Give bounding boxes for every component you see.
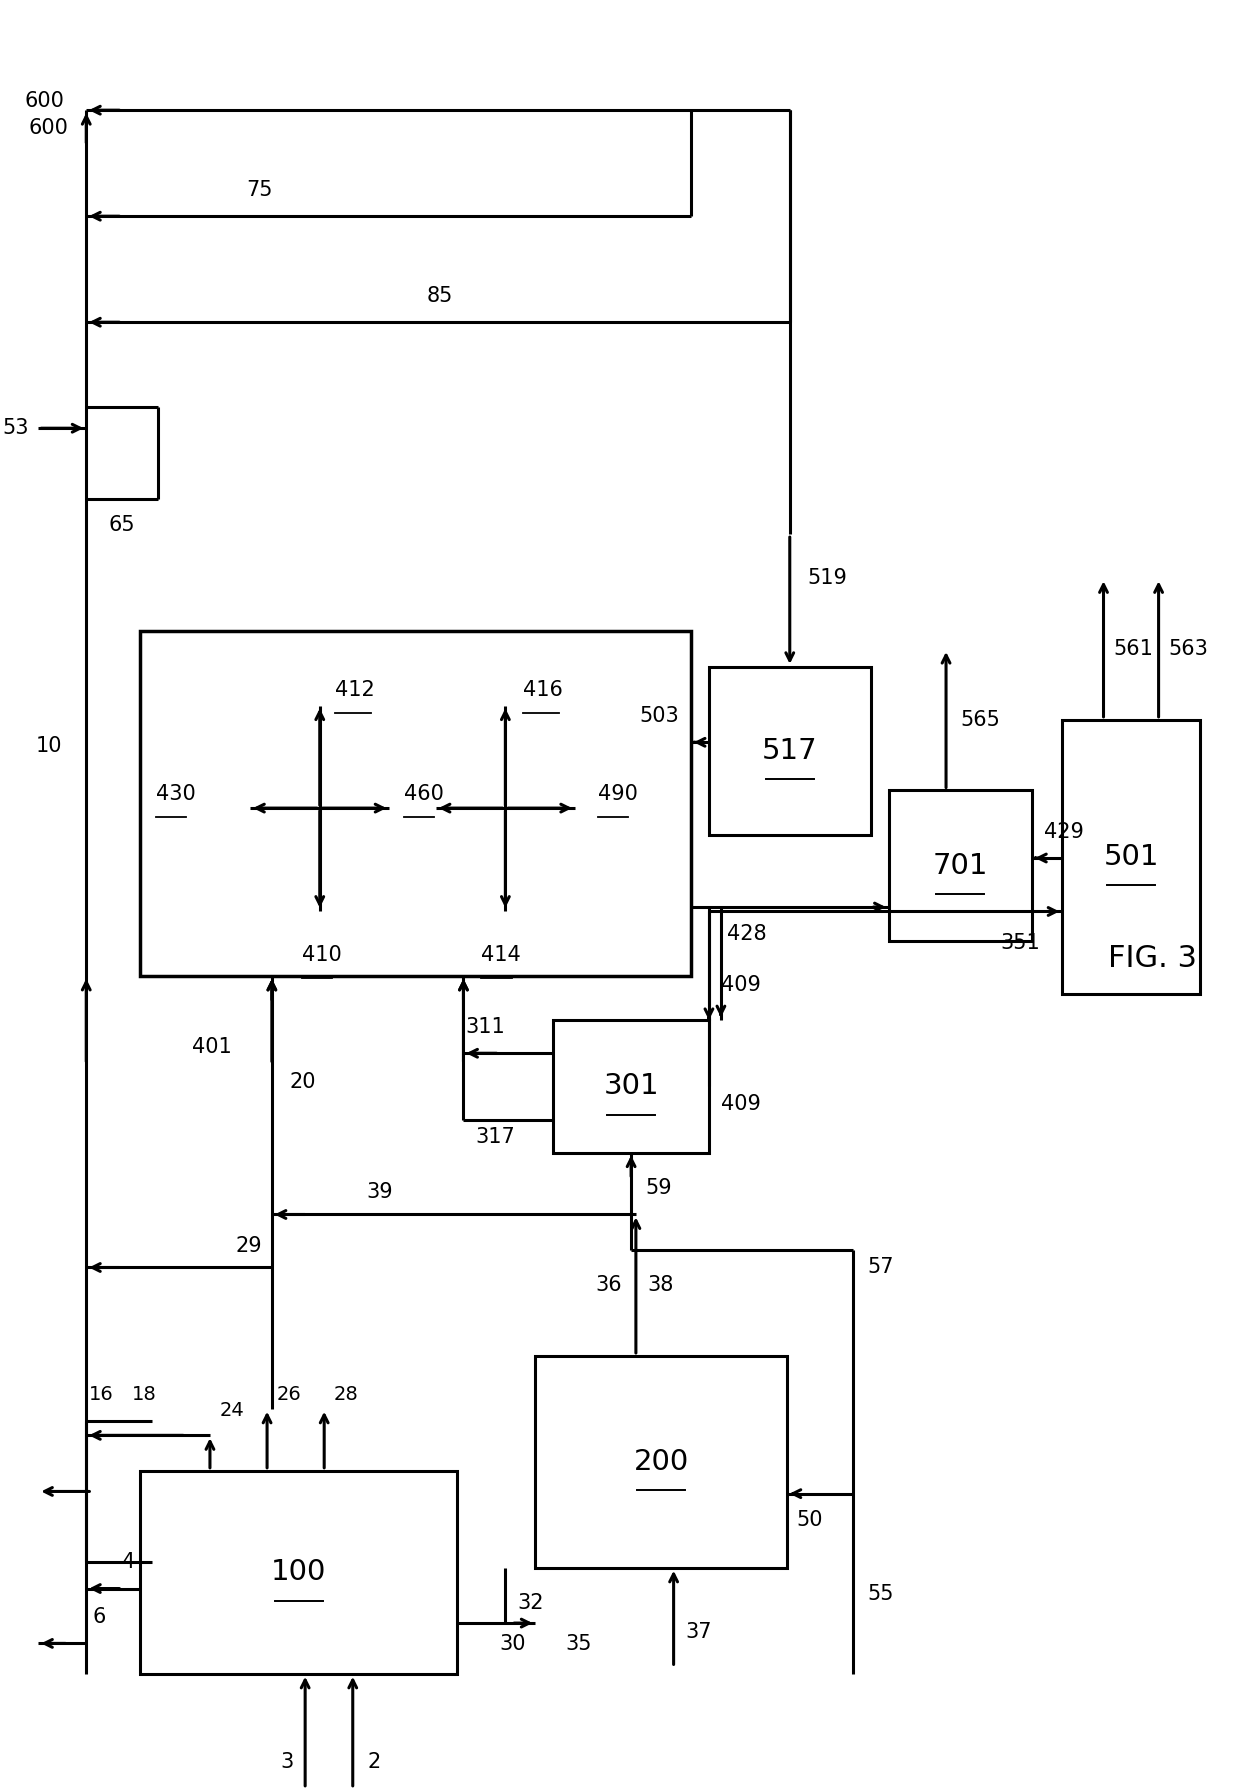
- Text: 409: 409: [720, 975, 761, 995]
- Text: 490: 490: [598, 784, 637, 803]
- Text: 301: 301: [604, 1072, 658, 1100]
- Text: 517: 517: [761, 737, 817, 764]
- Text: 28: 28: [334, 1385, 358, 1404]
- Text: 351: 351: [1001, 934, 1040, 954]
- Text: 35: 35: [565, 1635, 591, 1655]
- Text: 39: 39: [366, 1181, 393, 1202]
- Text: FIG. 3: FIG. 3: [1107, 945, 1197, 973]
- Text: 32: 32: [517, 1594, 544, 1614]
- Bar: [1063, 719, 1200, 993]
- Text: 410: 410: [301, 945, 341, 964]
- Text: 460: 460: [403, 784, 444, 803]
- Text: 565: 565: [961, 710, 1001, 730]
- Text: 401: 401: [192, 1036, 232, 1057]
- Bar: [709, 667, 870, 835]
- Text: 10: 10: [36, 737, 62, 757]
- Text: 503: 503: [640, 707, 680, 726]
- Text: 75: 75: [247, 179, 273, 200]
- Bar: [553, 1020, 709, 1152]
- Text: 600: 600: [29, 118, 68, 138]
- Text: 563: 563: [1168, 639, 1208, 658]
- Text: 55: 55: [867, 1585, 894, 1605]
- Text: 412: 412: [335, 680, 374, 699]
- Text: 416: 416: [523, 680, 563, 699]
- Text: 414: 414: [481, 945, 521, 964]
- Text: 85: 85: [427, 286, 453, 306]
- Bar: [536, 1356, 786, 1567]
- Text: 57: 57: [867, 1258, 894, 1277]
- Text: 519: 519: [807, 569, 848, 589]
- Text: 26: 26: [277, 1385, 301, 1404]
- Bar: [889, 791, 1032, 941]
- Text: 6: 6: [92, 1607, 105, 1626]
- Text: 29: 29: [236, 1236, 263, 1256]
- Text: 3: 3: [280, 1751, 293, 1773]
- Text: 561: 561: [1114, 639, 1153, 658]
- Text: 2: 2: [367, 1751, 381, 1773]
- Text: 317: 317: [475, 1127, 515, 1147]
- Text: 65: 65: [109, 515, 135, 535]
- Text: 24: 24: [219, 1401, 244, 1420]
- Text: 701: 701: [932, 852, 988, 880]
- Text: 429: 429: [1044, 821, 1084, 841]
- Text: 59: 59: [646, 1177, 672, 1199]
- Text: 100: 100: [272, 1558, 326, 1587]
- Text: 4: 4: [123, 1553, 135, 1573]
- Bar: [140, 632, 691, 977]
- Text: 53: 53: [2, 419, 29, 438]
- Text: 38: 38: [647, 1276, 675, 1295]
- Text: 200: 200: [634, 1447, 688, 1476]
- Text: 50: 50: [796, 1510, 823, 1530]
- Text: 600: 600: [25, 91, 64, 111]
- Text: 311: 311: [466, 1016, 506, 1038]
- Text: 20: 20: [290, 1072, 316, 1091]
- Text: 409: 409: [720, 1095, 761, 1115]
- Bar: [140, 1471, 458, 1675]
- Text: 37: 37: [686, 1623, 712, 1642]
- Text: 16: 16: [88, 1385, 113, 1404]
- Text: 36: 36: [595, 1276, 621, 1295]
- Text: 430: 430: [156, 784, 196, 803]
- Text: 428: 428: [727, 923, 766, 943]
- Text: 30: 30: [500, 1635, 526, 1655]
- Text: 501: 501: [1104, 843, 1159, 871]
- Text: 18: 18: [133, 1385, 157, 1404]
